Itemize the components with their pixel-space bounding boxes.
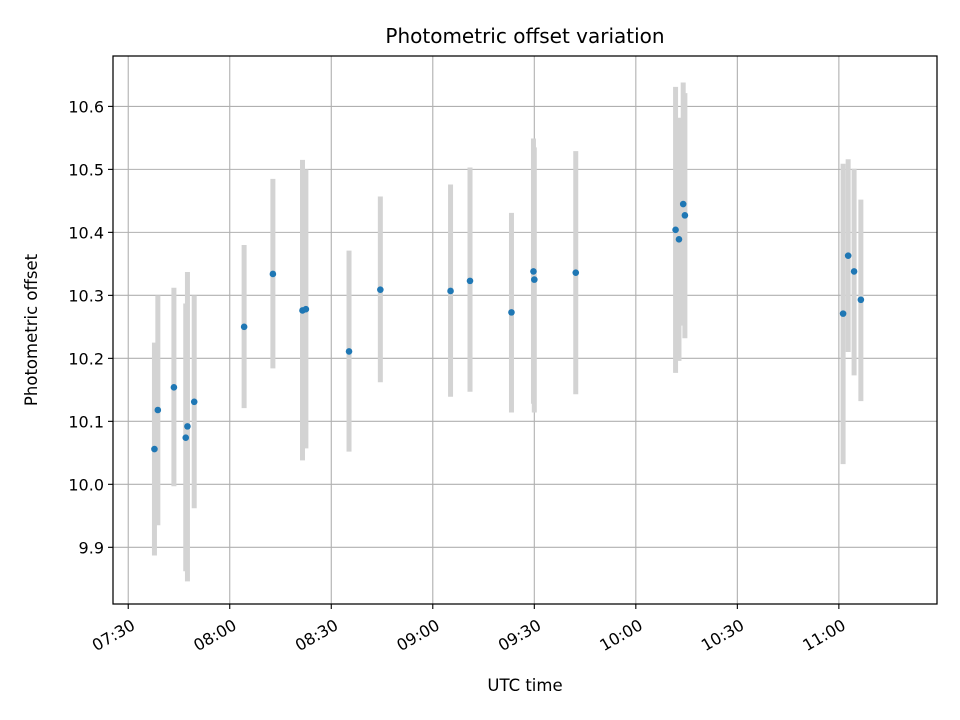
data-point bbox=[302, 305, 310, 313]
data-point bbox=[857, 296, 865, 304]
data-point bbox=[154, 406, 162, 414]
y-tick-label: 10.4 bbox=[68, 223, 104, 242]
data-point bbox=[681, 212, 689, 219]
data-point bbox=[184, 423, 191, 430]
chart-title: Photometric offset variation bbox=[385, 24, 664, 48]
y-tick-label: 10.1 bbox=[68, 412, 104, 431]
data-point bbox=[675, 235, 683, 243]
data-point bbox=[839, 310, 847, 317]
data-point bbox=[572, 269, 580, 276]
data-point bbox=[240, 323, 248, 331]
data-point bbox=[530, 268, 537, 275]
data-point bbox=[679, 200, 687, 208]
data-point bbox=[672, 226, 679, 234]
y-axis-ticks: 9.9 10.0 10.1 10.2 10.3 10.4 10.5 10.6 bbox=[68, 97, 113, 557]
y-tick-label: 10.5 bbox=[68, 160, 104, 179]
y-tick-label: 10.2 bbox=[68, 349, 104, 368]
data-point bbox=[466, 277, 474, 285]
data-point bbox=[850, 268, 858, 275]
data-point bbox=[190, 398, 198, 406]
data-point bbox=[844, 252, 852, 259]
y-tick-label: 10.3 bbox=[68, 286, 104, 305]
y-tick-label: 9.9 bbox=[79, 538, 104, 557]
y-axis-label: Photometric offset bbox=[22, 253, 41, 406]
data-point bbox=[269, 270, 277, 278]
data-point bbox=[531, 276, 538, 283]
y-tick-label: 10.0 bbox=[68, 475, 104, 494]
y-tick-label: 10.6 bbox=[68, 97, 104, 116]
data-point bbox=[345, 348, 353, 355]
data-point bbox=[508, 309, 515, 316]
data-point bbox=[151, 445, 158, 453]
data-point bbox=[182, 434, 190, 442]
data-point bbox=[377, 286, 384, 293]
x-axis-label: UTC time bbox=[487, 676, 562, 695]
data-points bbox=[151, 200, 865, 453]
data-point bbox=[170, 384, 178, 391]
plot-area-frame bbox=[112, 55, 938, 605]
data-point bbox=[447, 287, 454, 295]
